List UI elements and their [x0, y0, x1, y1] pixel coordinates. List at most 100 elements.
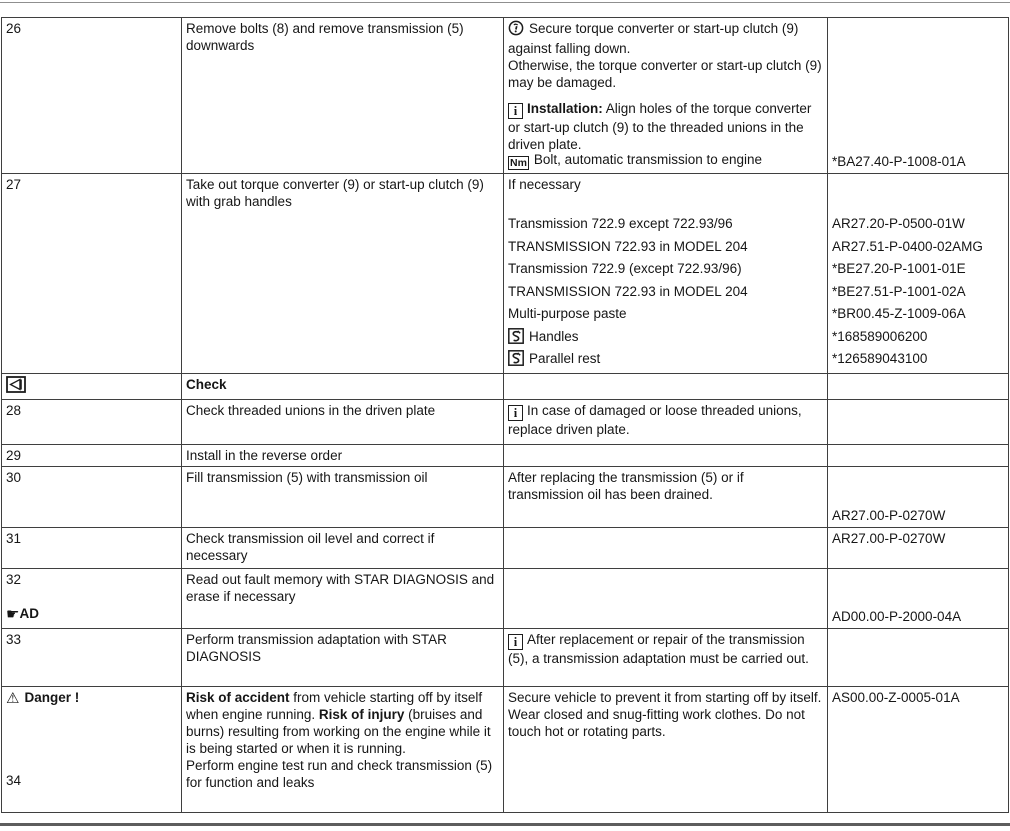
ref-cell: AR27.20-P-0500-01W AR27.51-P-0400-02AMG … — [827, 173, 1009, 374]
section-title-cell: Check — [181, 372, 504, 400]
table-row: 26 Remove bolts (8) and remove transmiss… — [1, 17, 1009, 174]
pointing-hand-icon: ☛ — [6, 604, 20, 623]
notes-cell: Secure torque converter or start-up clut… — [503, 17, 828, 174]
step-cell: 32 ☛AD — [1, 567, 182, 629]
notes-cell: i After replacement or repair of the tran… — [503, 627, 828, 687]
doc-reference: *BR00.45-Z-1009-06A — [832, 306, 966, 321]
step-cell: 28 — [1, 398, 182, 445]
doc-reference: *BA27.40-P-1008-01A — [832, 154, 966, 169]
doc-reference: AR27.00-P-0270W — [832, 530, 946, 546]
doc-reference: AS00.00-Z-0005-01A — [832, 689, 960, 705]
step-cell: 29 — [1, 443, 182, 467]
section-header-row: Check — [1, 372, 1009, 400]
note-text: After replacing the transmission (5) or … — [508, 469, 744, 502]
doc-reference: AR27.20-P-0500-01W — [832, 216, 965, 231]
ref-cell — [827, 372, 1009, 400]
damage-note: Secure torque converter or start-up clut… — [508, 20, 823, 91]
damage-note-line-1: Secure torque converter or start-up clut… — [508, 21, 799, 56]
doc-reference: *BE27.51-P-1001-02A — [832, 283, 966, 299]
ref-cell — [827, 398, 1009, 445]
ref-cell: AD00.00-P-2000-04A — [827, 567, 1009, 629]
step-number: 28 — [6, 402, 22, 418]
list-item: Handles — [508, 326, 823, 349]
related-items-list: Transmission 722.9 except 722.93/96 TRAN… — [508, 213, 823, 371]
ref-cell: AR27.00-P-0270W — [827, 526, 1009, 569]
step-number: 33 — [6, 631, 22, 647]
installation-label: Installation: — [527, 101, 603, 116]
info-icon: i — [508, 103, 523, 120]
notes-cell — [503, 567, 828, 629]
doc-reference-list: AR27.20-P-0500-01W AR27.51-P-0400-02AMG … — [832, 213, 1004, 371]
instruction-text: Check threaded unions in the driven plat… — [186, 402, 436, 418]
instruction-cell: Take out torque converter (9) or start-u… — [181, 173, 504, 374]
danger-text: Risk of accident from vehicle starting o… — [186, 689, 491, 756]
table-row: 29 Install in the reverse order — [1, 443, 1009, 467]
notes-cell — [503, 526, 828, 569]
list-item: Parallel rest — [508, 348, 823, 371]
info-note-text: After replacement or repair of the trans… — [508, 631, 809, 666]
section-end-marker-icon — [6, 375, 26, 397]
notes-cell: If necessary Transmission 722.9 except 7… — [503, 173, 828, 374]
installation-text: Align holes of the torque converter or s… — [508, 101, 812, 153]
danger-label-cell: ⚠ Danger ! 34 — [1, 685, 182, 813]
instruction-cell: Perform transmission adaptation with STA… — [181, 627, 504, 687]
instruction-text: Read out fault memory with STAR DIAGNOSI… — [186, 571, 495, 604]
instruction-text: Check transmission oil level and correct… — [186, 530, 435, 563]
instruction-cell: Install in the reverse order — [181, 443, 504, 467]
list-item: TRANSMISSION 722.93 in MODEL 204 — [508, 238, 748, 254]
instruction-text: Take out torque converter (9) or start-u… — [186, 177, 484, 209]
doc-reference: AD00.00-P-2000-04A — [832, 608, 962, 624]
step-cell: 27 — [1, 173, 182, 374]
danger-text-cell: Risk of accident from vehicle starting o… — [181, 685, 504, 813]
ref-cell: *BA27.40-P-1008-01A — [827, 17, 1009, 174]
risk-of-damage-icon — [508, 20, 524, 40]
step-cell: 26 — [1, 17, 182, 174]
special-tool-icon — [508, 350, 524, 372]
instruction-text: Install in the reverse order — [186, 447, 343, 463]
instruction-text: Remove bolts (8) and remove transmission… — [186, 21, 464, 53]
special-tool-icon — [508, 327, 524, 352]
instruction-cell: Read out fault memory with STAR DIAGNOSI… — [181, 567, 504, 629]
bottom-rule — [0, 823, 1010, 826]
instruction-text: Perform transmission adaptation with STA… — [186, 631, 447, 664]
r34-instruction-text: Perform engine test run and check transm… — [186, 757, 493, 790]
info-icon: i — [508, 633, 523, 650]
step-number: 30 — [6, 469, 22, 485]
notes-cell: After replacing the transmission (5) or … — [503, 465, 828, 528]
instruction-cell: Check transmission oil level and correct… — [181, 526, 504, 569]
table-row: 32 ☛AD Read out fault memory with STAR D… — [1, 567, 1009, 629]
step-number: 27 — [6, 177, 22, 192]
warning-triangle-icon: ⚠ — [6, 688, 20, 707]
notes-cell: i In case of damaged or loose threaded un… — [503, 398, 828, 445]
info-note-text: In case of damaged or loose threaded uni… — [508, 402, 802, 437]
danger-label: ⚠ Danger ! — [6, 688, 80, 707]
step-number: 34 — [6, 772, 22, 788]
table-row: 33 Perform transmission adaptation with … — [1, 627, 1009, 687]
instruction-cell: Check threaded unions in the driven plat… — [181, 398, 504, 445]
step-number: 32 — [6, 571, 22, 587]
section-title: Check — [186, 376, 227, 392]
ref-cell: AS00.00-Z-0005-01A — [827, 685, 1009, 813]
instruction-cell: Fill transmission (5) with transmission … — [181, 465, 504, 528]
doc-reference: *BE27.20-P-1001-01E — [832, 261, 966, 276]
notes-cell — [503, 372, 828, 400]
step-number: 26 — [6, 21, 22, 36]
table-row: 27 Take out torque converter (9) or star… — [1, 173, 1009, 374]
section-marker-cell — [1, 372, 182, 400]
table-row: 31 Check transmission oil level and corr… — [1, 526, 1009, 569]
work-steps-table: 26 Remove bolts (8) and remove transmiss… — [1, 17, 1009, 813]
step-cell: 31 — [1, 526, 182, 569]
info-icon: i — [508, 404, 523, 421]
list-item: Transmission 722.9 except 722.93/96 — [508, 216, 733, 231]
step-cell: 33 — [1, 627, 182, 687]
step-cell: 30 — [1, 465, 182, 528]
ref-cell: AR27.00-P-0270W — [827, 465, 1009, 528]
instruction-text: Fill transmission (5) with transmission … — [186, 469, 428, 485]
torque-note-text: Bolt, automatic transmission to engine — [533, 151, 763, 167]
list-item: Multi-purpose paste — [508, 306, 627, 321]
top-rule — [0, 2, 1010, 3]
list-item: Transmission 722.9 (except 722.93/96) — [508, 261, 742, 276]
doc-reference: *168589006200 — [832, 328, 928, 344]
table-row: 30 Fill transmission (5) with transmissi… — [1, 465, 1009, 528]
